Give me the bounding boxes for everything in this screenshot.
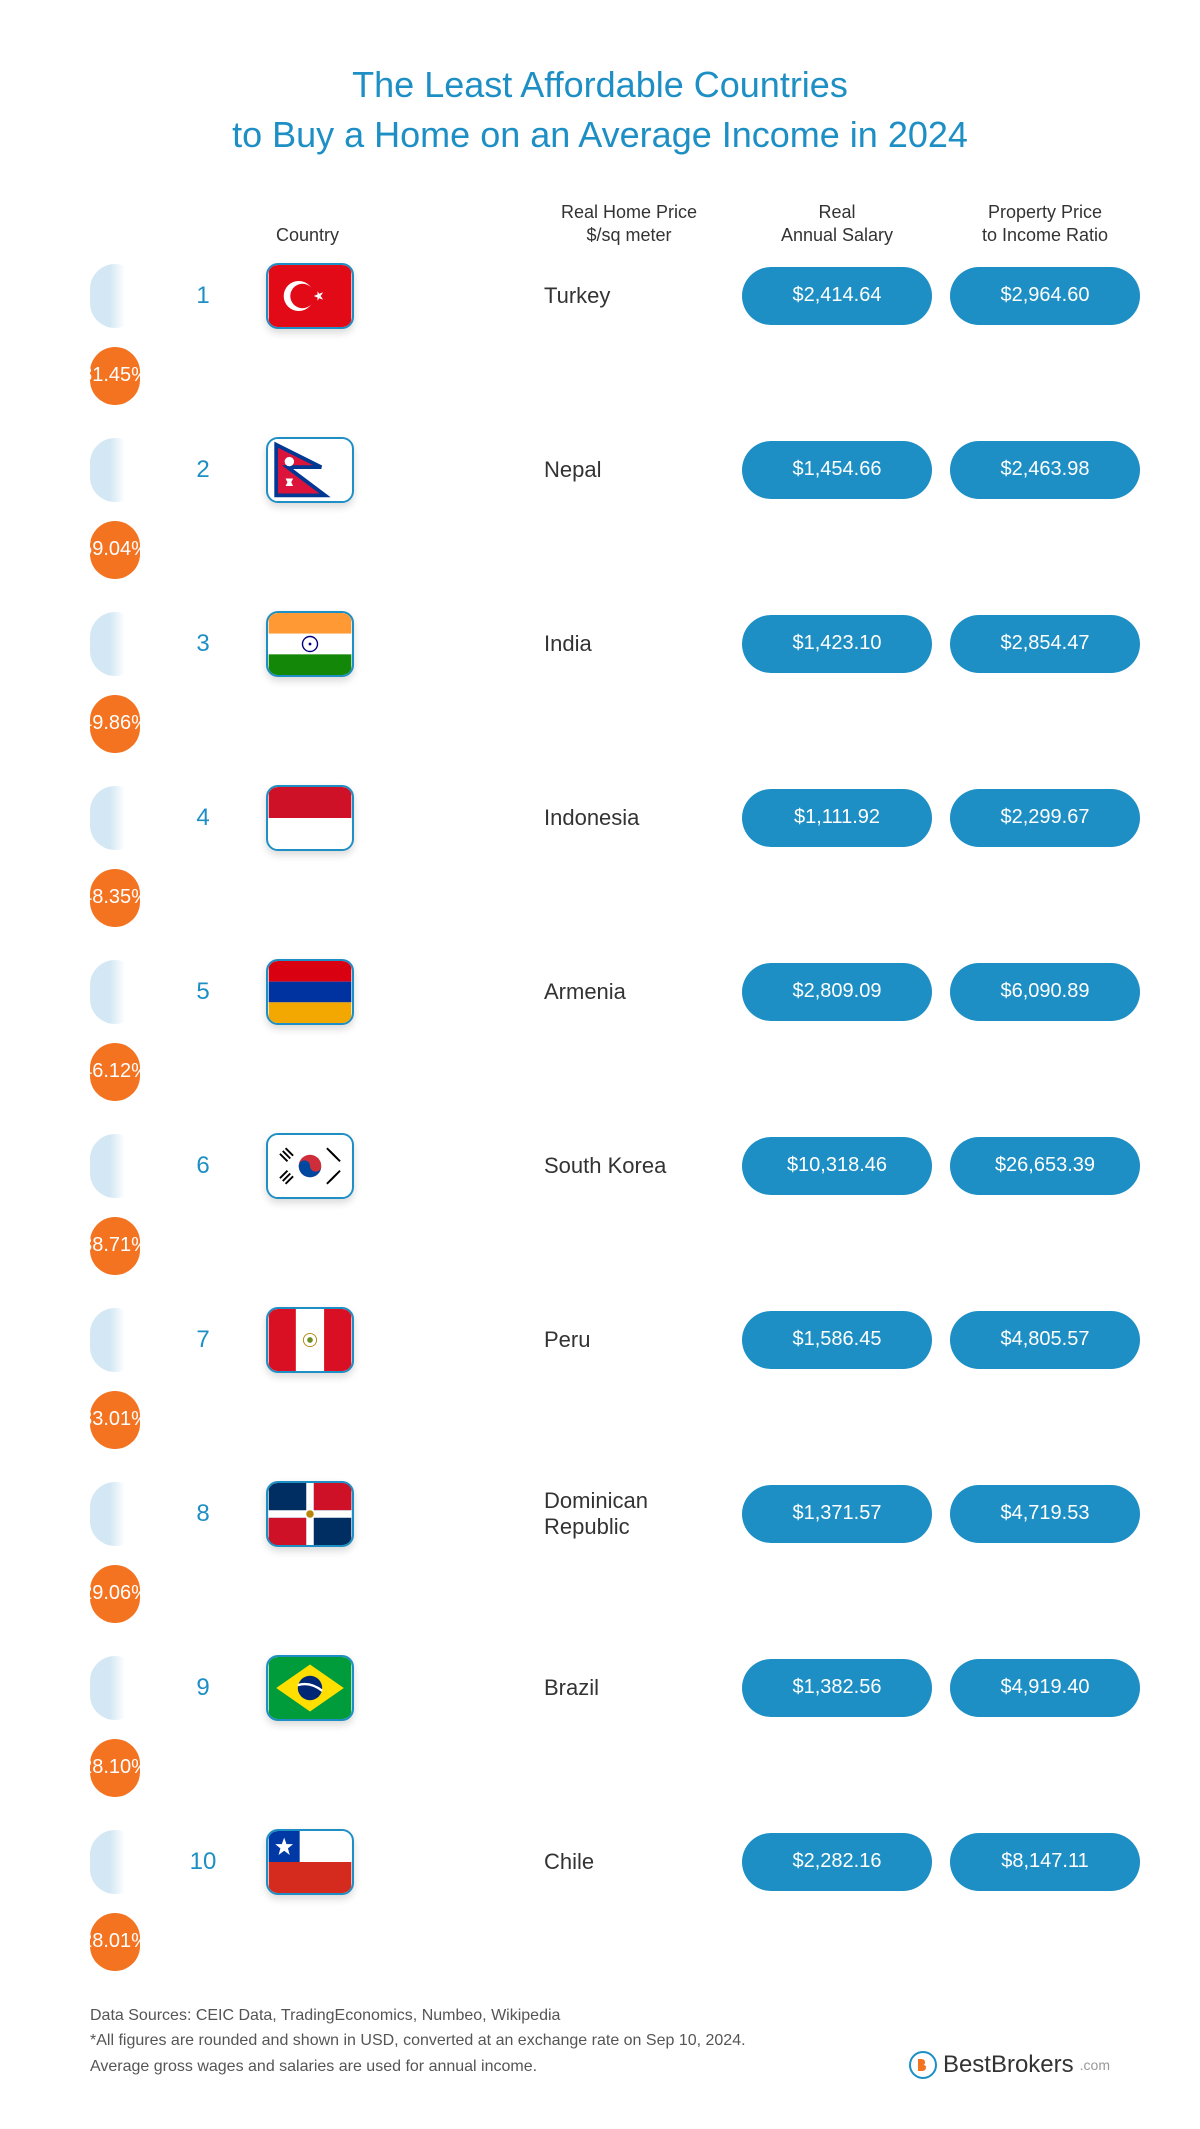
row-background (90, 1134, 140, 1198)
home-price-pill: $2,809.09 (742, 963, 932, 1021)
country-name: Turkey (534, 283, 724, 309)
home-price-pill: $2,414.64 (742, 267, 932, 325)
ratio-pill: 81.45% (90, 347, 140, 405)
home-price-pill: $10,318.46 (742, 1137, 932, 1195)
salary-pill: $2,854.47 (950, 615, 1140, 673)
table-headers: Country Real Home Price$/sq meter RealAn… (90, 201, 1110, 248)
logo-text: BestBrokers (943, 2051, 1074, 2079)
rank-number: 2 (158, 456, 248, 484)
country-name: Armenia (534, 979, 724, 1005)
logo: BestBrokers .com (909, 2051, 1110, 2079)
footer: Data Sources: CEIC Data, TradingEconomic… (90, 2003, 1110, 2080)
ratio-pill: 28.01% (90, 1913, 140, 1971)
salary-pill: $4,805.57 (950, 1311, 1140, 1369)
ratio-pill: 59.04% (90, 521, 140, 579)
country-name: South Korea (534, 1153, 724, 1179)
home-price-pill: $1,586.45 (742, 1311, 932, 1369)
rank-number: 7 (158, 1326, 248, 1354)
salary-pill: $4,719.53 (950, 1485, 1140, 1543)
ratio-pill: 38.71% (90, 1217, 140, 1275)
table-row: 5 Armenia $2,809.09 $6,090.89 46.12% (90, 959, 1110, 1101)
row-background (90, 786, 140, 850)
ratio-pill: 46.12% (90, 1043, 140, 1101)
country-name: Chile (534, 1849, 724, 1875)
flag-icon (266, 785, 354, 851)
flag-icon (266, 1307, 354, 1373)
rank-number: 8 (158, 1500, 248, 1528)
country-name: Nepal (534, 457, 724, 483)
country-name: Dominican Republic (534, 1488, 724, 1540)
flag-icon (266, 1655, 354, 1721)
home-price-pill: $1,371.57 (742, 1485, 932, 1543)
rank-number: 10 (158, 1848, 248, 1876)
page-title: The Least Affordable Countries to Buy a … (90, 60, 1110, 161)
row-background (90, 1830, 140, 1894)
salary-pill: $4,919.40 (950, 1659, 1140, 1717)
country-name: India (534, 631, 724, 657)
salary-pill: $2,964.60 (950, 267, 1140, 325)
rank-number: 9 (158, 1674, 248, 1702)
flag-icon (266, 1829, 354, 1895)
row-background (90, 960, 140, 1024)
flag-icon (266, 959, 354, 1025)
ratio-pill: 29.06% (90, 1565, 140, 1623)
footer-text: Data Sources: CEIC Data, TradingEconomic… (90, 2003, 746, 2080)
title-line-2: to Buy a Home on an Average Income in 20… (232, 114, 968, 155)
header-country: Country (266, 224, 516, 247)
row-background (90, 1656, 140, 1720)
logo-icon (909, 2051, 937, 2079)
row-background (90, 264, 140, 328)
title-line-1: The Least Affordable Countries (352, 64, 848, 105)
home-price-pill: $1,382.56 (742, 1659, 932, 1717)
ratio-pill: 28.10% (90, 1739, 140, 1797)
ratio-pill: 33.01% (90, 1391, 140, 1449)
rank-number: 6 (158, 1152, 248, 1180)
header-price: Real Home Price$/sq meter (534, 201, 724, 248)
ratio-pill: 48.35% (90, 869, 140, 927)
home-price-pill: $1,423.10 (742, 615, 932, 673)
logo-suffix: .com (1080, 2057, 1110, 2073)
salary-pill: $26,653.39 (950, 1137, 1140, 1195)
flag-icon (266, 1133, 354, 1199)
table-row: 8 Dominican Republic $1,371.57 $4,719.53… (90, 1481, 1110, 1623)
country-name: Indonesia (534, 805, 724, 831)
footer-line-1: Data Sources: CEIC Data, TradingEconomic… (90, 2003, 746, 2029)
salary-pill: $8,147.11 (950, 1833, 1140, 1891)
table-row: 7 Peru $1,586.45 $4,805.57 33.01% (90, 1307, 1110, 1449)
header-salary: RealAnnual Salary (742, 201, 932, 248)
rank-number: 1 (158, 282, 248, 310)
table-row: 9 Brazil $1,382.56 $4,919.40 28.10% (90, 1655, 1110, 1797)
flag-icon (266, 437, 354, 503)
table-row: 2 Nepal $1,454.66 $2,463.98 59.04% (90, 437, 1110, 579)
table-row: 3 India $1,423.10 $2,854.47 49.86% (90, 611, 1110, 753)
home-price-pill: $1,111.92 (742, 789, 932, 847)
row-background (90, 1482, 140, 1546)
salary-pill: $2,299.67 (950, 789, 1140, 847)
footer-line-2: *All figures are rounded and shown in US… (90, 2028, 746, 2054)
table-body: 1 Turkey $2,414.64 $2,964.60 81.45% 2 Ne… (90, 263, 1110, 1971)
country-name: Peru (534, 1327, 724, 1353)
salary-pill: $2,463.98 (950, 441, 1140, 499)
rank-number: 4 (158, 804, 248, 832)
salary-pill: $6,090.89 (950, 963, 1140, 1021)
table-row: 4 Indonesia $1,111.92 $2,299.67 48.35% (90, 785, 1110, 927)
footer-line-3: Average gross wages and salaries are use… (90, 2054, 746, 2080)
header-ratio: Property Priceto Income Ratio (950, 201, 1140, 248)
table-row: 1 Turkey $2,414.64 $2,964.60 81.45% (90, 263, 1110, 405)
ratio-pill: 49.86% (90, 695, 140, 753)
country-name: Brazil (534, 1675, 724, 1701)
row-background (90, 1308, 140, 1372)
home-price-pill: $1,454.66 (742, 441, 932, 499)
rank-number: 3 (158, 630, 248, 658)
flag-icon (266, 1481, 354, 1547)
row-background (90, 438, 140, 502)
table-row: 10 Chile $2,282.16 $8,147.11 28.01% (90, 1829, 1110, 1971)
home-price-pill: $2,282.16 (742, 1833, 932, 1891)
flag-icon (266, 611, 354, 677)
table-row: 6 South Korea $10,318.46 $26,653.39 38.7… (90, 1133, 1110, 1275)
rank-number: 5 (158, 978, 248, 1006)
row-background (90, 612, 140, 676)
flag-icon (266, 263, 354, 329)
